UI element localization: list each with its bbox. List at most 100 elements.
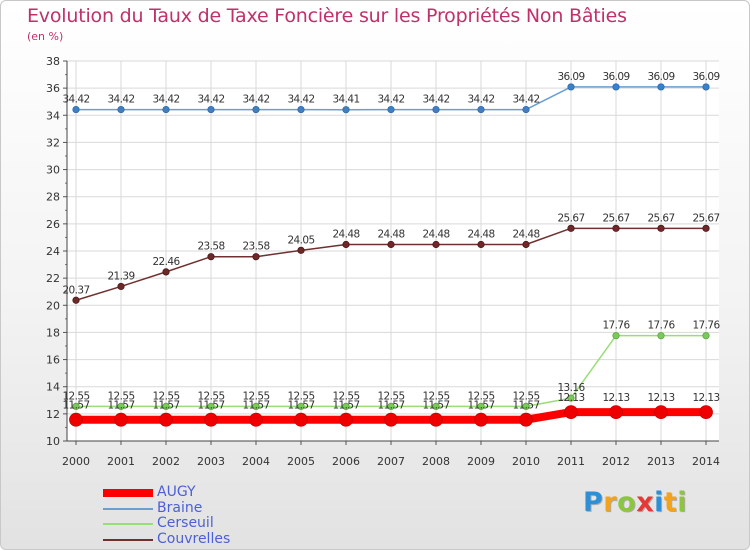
data-point-cerseuil (342, 402, 350, 410)
data-label-braine: 36.09 (557, 71, 584, 83)
data-label-augy: 11.57 (377, 400, 404, 412)
data-point-cerseuil (207, 402, 215, 410)
data-label-augy: 12.13 (602, 392, 629, 404)
data-point-augy (474, 412, 488, 427)
data-label-augy: 11.57 (152, 400, 179, 412)
data-label-braine: 36.09 (602, 71, 629, 83)
data-point-braine (477, 105, 485, 114)
legend-swatch-couvrelles (103, 538, 153, 541)
x-tick-label: 2014 (692, 455, 720, 468)
data-label-augy: 11.57 (422, 400, 449, 412)
data-point-augy (114, 412, 128, 427)
chart-title: Evolution du Taux de Taxe Foncière sur l… (27, 5, 627, 27)
x-tick-label: 2012 (602, 455, 630, 468)
data-label-cerseuil: 12.55 (197, 390, 224, 402)
x-tick-label: 2007 (377, 455, 405, 468)
data-label-couvrelles: 23.58 (242, 241, 269, 253)
data-label-augy: 11.57 (197, 400, 224, 412)
data-label-braine: 34.42 (152, 94, 179, 106)
data-point-augy (69, 412, 83, 427)
data-point-augy (519, 412, 533, 427)
x-tick-label: 2003 (197, 455, 225, 468)
data-point-braine (432, 105, 440, 114)
legend-swatch-augy (103, 489, 153, 497)
logo-letter: t (663, 487, 678, 518)
x-tick-label: 2005 (287, 455, 315, 468)
data-label-braine: 34.42 (242, 94, 269, 106)
data-label-braine: 34.42 (512, 94, 539, 106)
data-label-couvrelles: 24.48 (467, 228, 494, 240)
legend-label-augy: AUGY (157, 484, 196, 500)
legend-label-braine: Braine (157, 499, 203, 516)
data-label-couvrelles: 24.48 (512, 228, 539, 240)
data-point-augy (339, 412, 353, 427)
chart-unit-label: (en %) (27, 30, 64, 43)
proxiti-logo: Proxiti (583, 487, 687, 518)
data-label-augy: 12.13 (647, 392, 674, 404)
data-point-couvrelles (657, 224, 665, 232)
data-label-couvrelles: 25.67 (557, 212, 584, 224)
x-tick-label: 2002 (152, 455, 180, 468)
data-label-augy: 11.57 (467, 400, 494, 412)
x-tick-label: 2010 (512, 455, 540, 468)
data-point-braine (297, 105, 305, 114)
x-tick-label: 2000 (62, 455, 90, 468)
data-point-cerseuil (72, 402, 80, 410)
data-label-cerseuil: 17.76 (647, 320, 675, 332)
data-point-cerseuil (612, 332, 620, 340)
y-tick-label: 30 (46, 164, 60, 177)
data-point-braine (162, 105, 170, 114)
data-label-couvrelles: 25.67 (692, 212, 719, 224)
data-label-cerseuil: 12.55 (242, 390, 269, 402)
data-point-augy (699, 405, 713, 419)
data-label-augy: 11.57 (332, 400, 359, 412)
data-point-braine (342, 106, 350, 114)
data-point-couvrelles (387, 240, 395, 249)
data-point-augy (429, 412, 443, 427)
data-point-couvrelles (207, 253, 215, 261)
y-tick-label: 24 (46, 245, 60, 258)
data-point-cerseuil (432, 402, 440, 410)
data-point-couvrelles (477, 240, 485, 249)
logo-letter: i (677, 487, 688, 518)
data-point-augy (249, 412, 263, 427)
data-point-braine (207, 105, 215, 114)
data-point-couvrelles (297, 246, 305, 254)
logo-letter: i (654, 487, 664, 518)
y-tick-label: 16 (46, 354, 60, 367)
data-label-augy: 12.13 (692, 392, 719, 404)
legend-swatch-cerseuil (103, 523, 153, 525)
y-tick-label: 34 (46, 109, 60, 122)
data-point-cerseuil (162, 402, 170, 410)
data-point-cerseuil (252, 402, 260, 410)
data-point-cerseuil (117, 402, 125, 410)
data-label-braine: 36.09 (647, 71, 674, 83)
data-label-cerseuil: 12.55 (422, 390, 449, 402)
data-point-couvrelles (162, 268, 170, 276)
logo-letter: r (603, 487, 618, 518)
logo-letter: x (636, 487, 655, 518)
data-label-cerseuil: 12.55 (377, 390, 404, 402)
x-tick-label: 2008 (422, 455, 450, 468)
y-tick-label: 14 (46, 381, 60, 394)
y-tick-label: 22 (46, 272, 60, 285)
data-point-augy (159, 412, 173, 427)
data-point-couvrelles (612, 224, 620, 232)
y-tick-label: 12 (46, 408, 60, 421)
x-tick-label: 2013 (647, 455, 675, 468)
data-label-braine: 34.42 (287, 94, 314, 106)
data-point-couvrelles (522, 240, 530, 249)
data-label-couvrelles: 25.67 (647, 212, 674, 224)
data-label-augy: 11.57 (62, 400, 89, 412)
data-point-cerseuil (657, 332, 665, 340)
data-label-augy: 11.57 (107, 400, 134, 412)
data-point-couvrelles (567, 224, 575, 232)
data-point-couvrelles (702, 224, 710, 232)
legend-label-cerseuil: Cerseuil (157, 515, 214, 531)
data-point-braine (72, 105, 80, 114)
data-point-augy (654, 405, 668, 419)
data-point-braine (117, 105, 125, 114)
data-label-cerseuil: 13.16 (557, 382, 585, 394)
data-label-braine: 34.41 (332, 94, 359, 106)
